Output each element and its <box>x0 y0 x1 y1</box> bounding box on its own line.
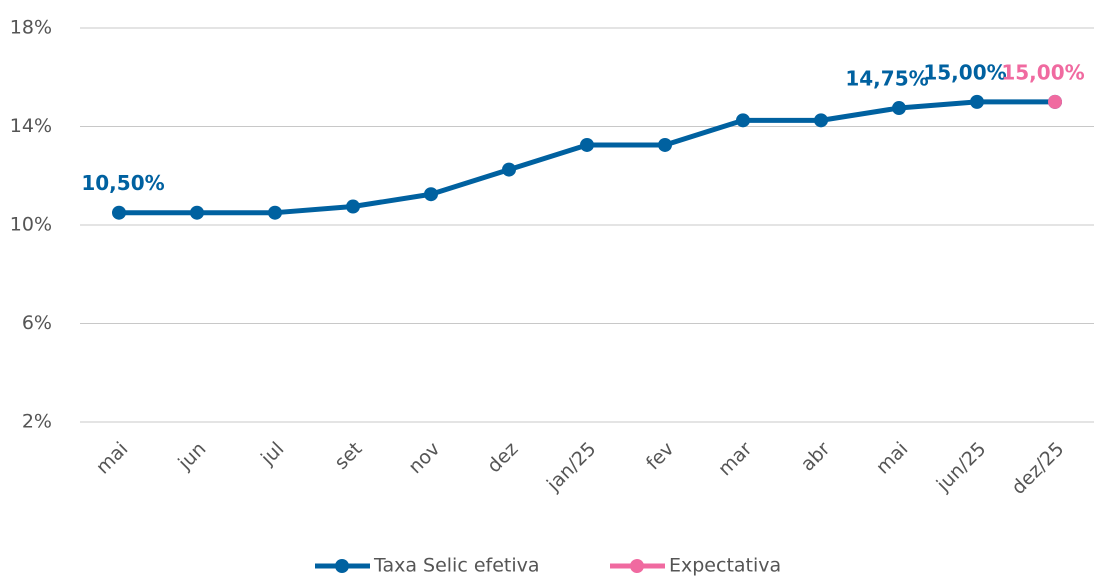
data-point <box>112 205 126 220</box>
x-tick-label: dez <box>483 438 522 477</box>
data-label: 15,00% <box>1001 60 1084 84</box>
data-point <box>970 94 984 109</box>
x-tick-label: mar <box>714 438 757 481</box>
x-tick-label: jun/25 <box>932 438 991 497</box>
data-point <box>892 101 906 116</box>
data-point <box>268 205 282 220</box>
x-tick-label: jun <box>173 438 210 475</box>
x-tick-label: dez/25 <box>1007 438 1068 499</box>
y-tick-label: 6% <box>22 312 52 334</box>
data-point <box>346 199 360 214</box>
data-point <box>580 137 594 152</box>
data-point <box>736 113 750 128</box>
data-label: 14,75% <box>845 67 928 91</box>
legend-label: Taxa Selic efetiva <box>373 555 540 577</box>
x-tick-label: fev <box>642 438 679 475</box>
data-point <box>814 113 828 128</box>
data-point <box>1048 94 1062 109</box>
y-tick-label: 10% <box>10 214 52 236</box>
x-tick-label: mai <box>872 438 913 479</box>
legend-swatch-dot <box>335 559 349 573</box>
data-label: 15,00% <box>923 60 1006 84</box>
y-tick-label: 2% <box>22 411 52 433</box>
data-point <box>424 187 438 202</box>
data-point <box>502 162 516 177</box>
x-tick-label: nov <box>404 438 444 478</box>
y-tick-label: 14% <box>10 115 52 137</box>
data-point <box>190 205 204 220</box>
x-tick-label: abr <box>797 438 835 476</box>
data-label: 10,50% <box>81 171 164 195</box>
x-tick-label: mai <box>92 438 133 479</box>
legend-swatch-dot <box>630 559 644 573</box>
x-tick-label: jul <box>256 438 288 470</box>
legend-label: Expectativa <box>669 555 781 577</box>
data-point <box>658 137 672 152</box>
y-tick-label: 18% <box>10 17 52 39</box>
x-tick-label: set <box>330 438 366 474</box>
x-tick-label: jan/25 <box>542 438 600 496</box>
series-line <box>119 99 1055 216</box>
